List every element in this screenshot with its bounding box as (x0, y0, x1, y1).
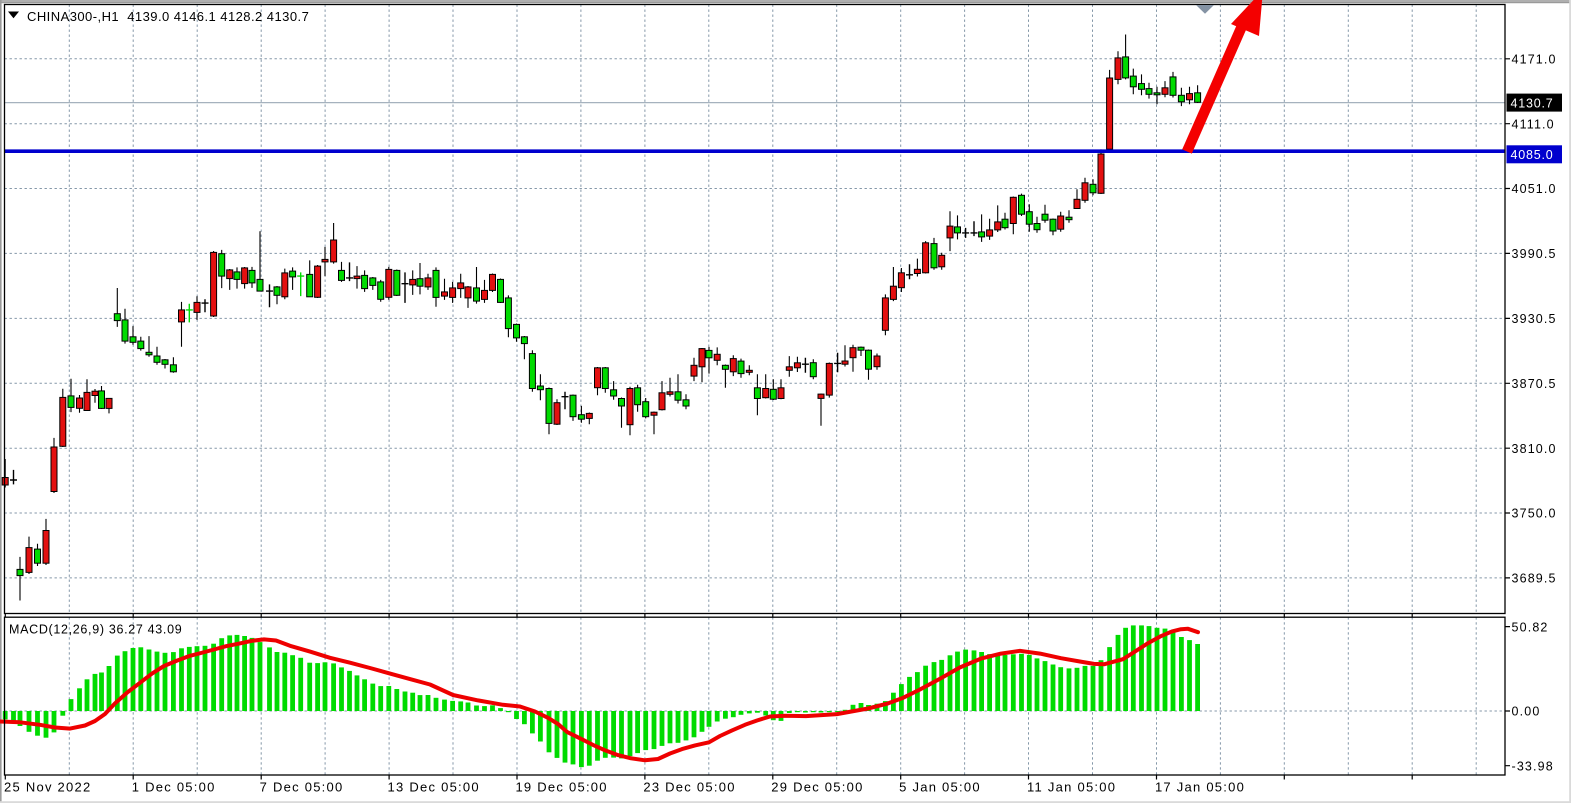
svg-text:3689.5: 3689.5 (1512, 572, 1557, 586)
svg-text:CHINA300-,H1 4139.0 4146.1 41: CHINA300-,H1 4139.0 4146.1 4128.2 4130.7 (27, 9, 309, 24)
svg-text:4171.0: 4171.0 (1512, 53, 1557, 67)
svg-text:25 Nov 2022: 25 Nov 2022 (4, 780, 91, 795)
svg-text:29 Dec 05:00: 29 Dec 05:00 (771, 780, 863, 795)
svg-text:13 Dec 05:00: 13 Dec 05:00 (388, 780, 480, 795)
svg-text:3750.0: 3750.0 (1512, 507, 1557, 521)
svg-text:7 Dec 05:00: 7 Dec 05:00 (260, 780, 344, 795)
svg-text:23 Dec 05:00: 23 Dec 05:00 (643, 780, 735, 795)
svg-text:17 Jan 05:00: 17 Jan 05:00 (1155, 780, 1245, 795)
svg-text:4051.0: 4051.0 (1512, 182, 1557, 196)
svg-text:50.82: 50.82 (1512, 620, 1549, 634)
svg-text:3810.0: 3810.0 (1512, 442, 1557, 456)
svg-text:4130.7: 4130.7 (1511, 96, 1554, 110)
svg-text:4085.0: 4085.0 (1511, 148, 1554, 162)
svg-text:3870.5: 3870.5 (1512, 377, 1557, 391)
svg-text:4111.0: 4111.0 (1512, 117, 1555, 131)
svg-text:0.00: 0.00 (1512, 705, 1541, 719)
svg-text:11 Jan 05:00: 11 Jan 05:00 (1027, 780, 1116, 795)
svg-text:3990.5: 3990.5 (1512, 247, 1557, 261)
svg-text:-33.98: -33.98 (1512, 759, 1554, 773)
svg-text:3930.5: 3930.5 (1512, 312, 1557, 326)
svg-text:5 Jan 05:00: 5 Jan 05:00 (899, 780, 981, 795)
svg-text:MACD(12,26,9) 36.27 43.09: MACD(12,26,9) 36.27 43.09 (9, 623, 182, 637)
svg-text:1 Dec 05:00: 1 Dec 05:00 (132, 780, 216, 795)
svg-text:19 Dec 05:00: 19 Dec 05:00 (515, 780, 607, 795)
